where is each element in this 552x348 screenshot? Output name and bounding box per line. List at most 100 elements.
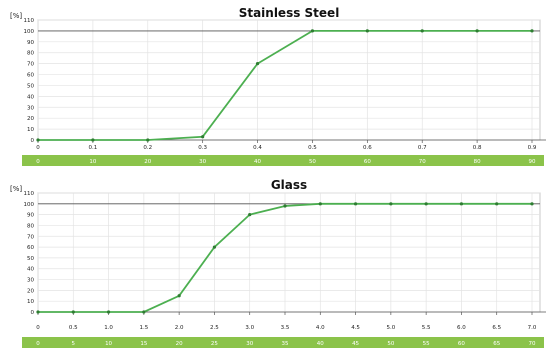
- x-tick-label: 0.9: [528, 145, 537, 151]
- y-tick-label: 80: [27, 51, 34, 57]
- band-tick-label: 60: [364, 159, 371, 165]
- y-tick-label: 80: [27, 223, 34, 229]
- y-tick-label: 0: [31, 310, 35, 316]
- y-tick-label: 10: [27, 127, 34, 133]
- y-unit-label: [%]: [10, 185, 22, 193]
- data-point: [255, 62, 260, 66]
- data-point: [106, 310, 111, 314]
- x-tick-label: 3.0: [245, 325, 254, 331]
- y-tick-label: 10: [27, 299, 34, 305]
- band-tick-label: 40: [317, 341, 324, 347]
- band-tick-label: 25: [211, 341, 218, 347]
- data-point: [177, 294, 181, 298]
- data-point: [248, 213, 252, 217]
- band-tick-label: 45: [352, 341, 359, 347]
- band-tick-label: 0: [36, 341, 40, 347]
- y-tick-label: 20: [27, 116, 34, 122]
- x-tick-label: 1.0: [104, 325, 113, 331]
- data-point: [201, 135, 205, 139]
- data-point: [389, 202, 393, 206]
- data-point: [71, 310, 75, 314]
- y-tick-label: 50: [27, 256, 34, 262]
- chart-title: Stainless Steel: [239, 6, 340, 20]
- data-point: [424, 202, 428, 206]
- x-tick-label: 0.7: [418, 145, 427, 151]
- y-tick-label: 20: [27, 288, 34, 294]
- y-tick-label: 90: [27, 213, 34, 219]
- band-tick-label: 15: [140, 341, 147, 347]
- data-point: [91, 138, 95, 142]
- x-tick-label: 2.5: [210, 325, 219, 331]
- data-point: [530, 29, 534, 33]
- data-point: [495, 202, 499, 206]
- x-tick-label: 6.5: [492, 325, 501, 331]
- data-point: [283, 204, 287, 208]
- data-point: [475, 29, 479, 33]
- x-tick-label: 0.4: [253, 145, 262, 151]
- y-tick-label: 110: [24, 191, 35, 197]
- data-point: [530, 202, 534, 206]
- y-tick-label: 100: [24, 202, 35, 208]
- data-point: [420, 29, 424, 33]
- band-tick-label: 30: [246, 341, 253, 347]
- band-tick-label: 35: [282, 341, 289, 347]
- band-tick-label: 80: [474, 159, 481, 165]
- band-tick-label: 10: [105, 341, 112, 347]
- band-tick-label: 50: [387, 341, 394, 347]
- x-tick-label: 0.5: [308, 145, 317, 151]
- x-tick-label: 0.8: [473, 145, 482, 151]
- band-tick-label: 10: [89, 159, 96, 165]
- y-tick-label: 40: [27, 94, 34, 100]
- x-tick-label: 0.5: [69, 325, 78, 331]
- band-tick-label: 40: [254, 159, 261, 165]
- x-tick-label: 1.5: [139, 325, 148, 331]
- y-tick-label: 90: [27, 40, 34, 46]
- x-tick-label: 5.0: [386, 325, 395, 331]
- band-tick-label: 90: [529, 159, 536, 165]
- y-tick-label: 70: [27, 62, 34, 68]
- plot-frame: [37, 192, 541, 313]
- band-tick-label: 70: [419, 159, 426, 165]
- x-tick-label: 6.0: [457, 325, 466, 331]
- y-tick-label: 30: [27, 278, 34, 284]
- x-tick-label: 7.0: [528, 325, 537, 331]
- x-tick-label: 3.5: [281, 325, 290, 331]
- y-tick-label: 40: [27, 267, 34, 273]
- data-point: [318, 202, 322, 206]
- y-tick-label: 60: [27, 73, 34, 79]
- data-point: [142, 310, 146, 314]
- green-band: [22, 337, 544, 348]
- y-tick-label: 60: [27, 245, 34, 251]
- x-tick-label: 0.1: [89, 145, 98, 151]
- band-tick-label: 65: [493, 341, 500, 347]
- data-point: [365, 29, 369, 33]
- x-tick-label: 0.6: [363, 145, 372, 151]
- green-band: [22, 155, 544, 166]
- x-tick-label: 0.3: [198, 145, 207, 151]
- data-point: [212, 245, 217, 249]
- data-point: [36, 310, 40, 314]
- data-point: [146, 138, 150, 142]
- band-tick-label: 30: [199, 159, 206, 165]
- series-line: [38, 30, 532, 141]
- x-tick-label: 0: [36, 325, 40, 331]
- y-unit-label: [%]: [10, 12, 22, 20]
- band-tick-label: 20: [176, 341, 183, 347]
- band-tick-label: 60: [458, 341, 465, 347]
- data-point: [353, 202, 358, 206]
- band-tick-label: 50: [309, 159, 316, 165]
- y-tick-label: 70: [27, 234, 34, 240]
- band-tick-label: 20: [144, 159, 151, 165]
- y-tick-label: 30: [27, 105, 34, 111]
- x-tick-label: 2.0: [175, 325, 184, 331]
- y-tick-label: 100: [24, 29, 35, 35]
- band-tick-label: 55: [423, 341, 430, 347]
- y-tick-label: 110: [24, 18, 35, 24]
- x-tick-label: 4.0: [316, 325, 325, 331]
- plot-frame: [37, 19, 541, 141]
- x-tick-label: 0: [36, 145, 40, 151]
